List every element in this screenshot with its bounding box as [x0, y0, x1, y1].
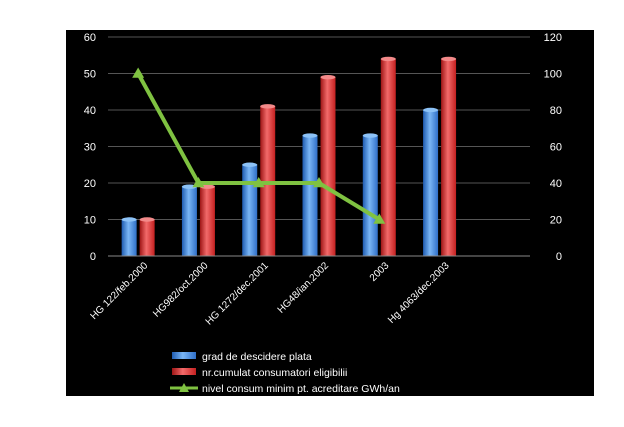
bar-nr-consumatori — [199, 186, 215, 256]
bar-cap — [199, 184, 215, 189]
legend-label: nr.cumulat consumatori eligibilii — [202, 367, 347, 379]
legend-swatch — [172, 368, 196, 375]
line-marker — [252, 177, 265, 188]
legend-label: grad de descidere plata — [202, 351, 312, 363]
bar-cap — [362, 133, 378, 138]
bar-nr-consumatori — [380, 58, 396, 257]
bar-grad-descidere — [181, 186, 197, 256]
line-series — [132, 67, 386, 224]
bar-nr-consumatori — [139, 219, 155, 256]
line-marker — [192, 177, 205, 188]
y-left-tick-label: 50 — [84, 69, 96, 81]
bar-cap — [260, 104, 276, 109]
y-right-tick-label: 80 — [550, 105, 562, 117]
bar-grad-descidere — [242, 164, 258, 256]
y-right-tick-label: 100 — [544, 69, 562, 81]
bar-cap — [139, 217, 155, 222]
y-left-tick-label: 20 — [84, 178, 96, 190]
bar-cap — [302, 133, 318, 138]
y-right-tick-label: 60 — [550, 142, 562, 154]
bar-cap — [380, 56, 396, 62]
bar-grad-descidere — [423, 110, 439, 256]
bar-series — [121, 56, 457, 257]
legend-marker — [179, 383, 189, 392]
line-marker — [132, 67, 145, 78]
bar-nr-consumatori — [320, 77, 336, 257]
y-left-tick-label: 0 — [90, 251, 96, 263]
y-left-tick-label: 60 — [84, 32, 96, 44]
bar-grad-descidere — [121, 219, 137, 256]
bar-cap — [181, 184, 197, 189]
bar-cap — [320, 74, 336, 80]
bar-cap — [423, 107, 439, 113]
y-left-tick-label: 10 — [84, 215, 96, 227]
legend: grad de descidere plata nr.cumulat consum… — [170, 351, 400, 395]
bar-grad-descidere — [362, 135, 378, 256]
bar-grad-descidere — [302, 135, 318, 256]
y-right-tick-label: 40 — [550, 178, 562, 190]
legend-label: nivel consum minim pt. acreditare GWh/an — [202, 383, 400, 395]
y-right-tick-label: 0 — [556, 251, 562, 263]
line-marker — [313, 177, 325, 188]
bar-cap — [441, 56, 457, 62]
bar-cap — [242, 162, 258, 167]
y-left-tick-label: 30 — [84, 142, 96, 154]
legend-swatch — [172, 352, 196, 359]
y-left-tick-label: 40 — [84, 105, 96, 117]
bar-cap — [121, 217, 137, 222]
bar-nr-consumatori — [441, 58, 457, 257]
y-right-tick-label: 120 — [544, 32, 562, 44]
line-marker — [373, 213, 386, 224]
y-right-tick-label: 20 — [550, 215, 562, 227]
